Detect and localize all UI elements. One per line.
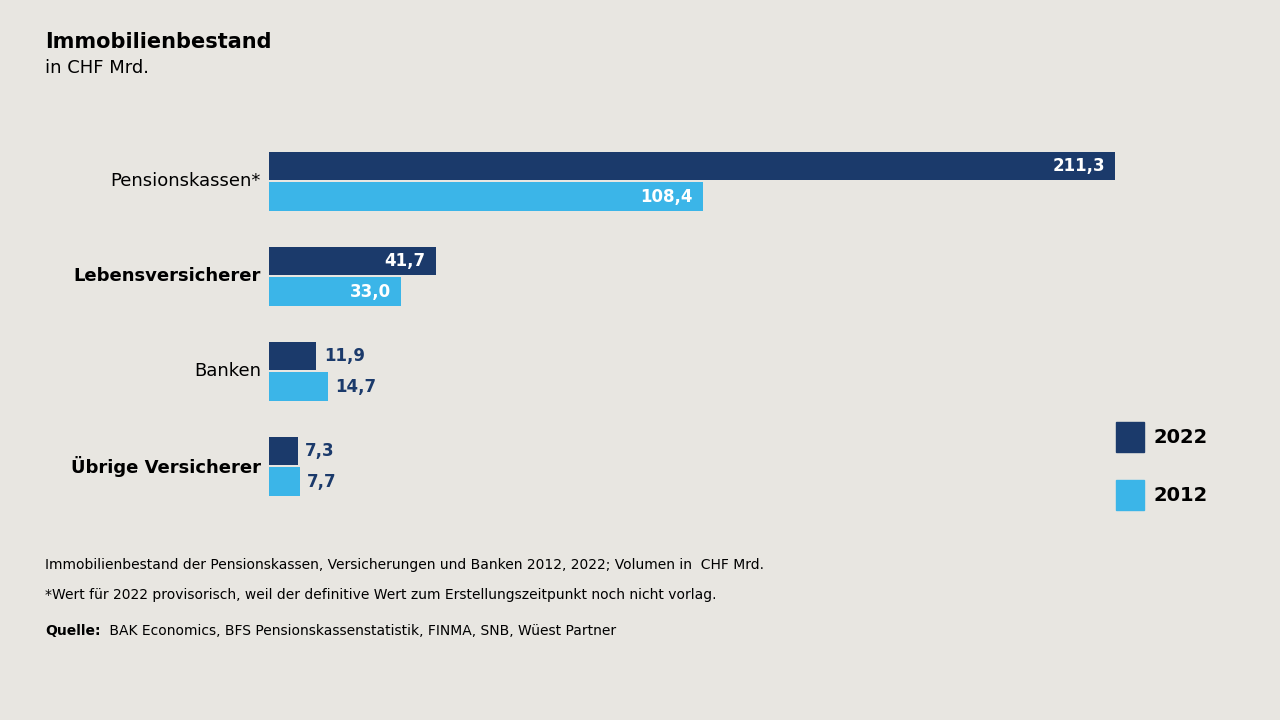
Text: 33,0: 33,0 (349, 282, 390, 300)
Bar (1116, 480, 1144, 510)
Text: 2012: 2012 (1153, 486, 1207, 505)
Text: 11,9: 11,9 (324, 347, 365, 365)
Bar (269, 467, 300, 496)
Text: Immobilienbestand der Pensionskassen, Versicherungen und Banken 2012, 2022; Volu: Immobilienbestand der Pensionskassen, Ve… (45, 558, 764, 572)
Text: 2022: 2022 (1153, 428, 1207, 446)
Text: 7,7: 7,7 (307, 472, 337, 490)
Text: 7,3: 7,3 (305, 442, 335, 460)
Bar (1116, 422, 1144, 452)
Text: 41,7: 41,7 (385, 252, 426, 270)
Text: *Wert für 2022 provisorisch, weil der definitive Wert zum Erstellungszeitpunkt n: *Wert für 2022 provisorisch, weil der de… (45, 588, 717, 602)
Text: Immobilienbestand: Immobilienbestand (45, 32, 271, 53)
Bar (269, 152, 1115, 181)
Text: Banken: Banken (193, 362, 261, 380)
Text: 14,7: 14,7 (335, 377, 376, 395)
Bar (269, 372, 328, 401)
Text: Quelle:: Quelle: (45, 624, 100, 638)
Text: BAK Economics, BFS Pensionskassenstatistik, FINMA, SNB, Wüest Partner: BAK Economics, BFS Pensionskassenstatist… (105, 624, 616, 638)
Bar (269, 247, 436, 276)
Bar (269, 277, 401, 306)
Text: 108,4: 108,4 (640, 188, 694, 206)
Text: in CHF Mrd.: in CHF Mrd. (45, 59, 148, 77)
Text: 211,3: 211,3 (1053, 157, 1106, 175)
Bar (269, 342, 316, 370)
Bar (269, 437, 298, 465)
Text: Lebensversicherer: Lebensversicherer (73, 267, 261, 285)
Text: Übrige Versicherer: Übrige Versicherer (70, 456, 261, 477)
Text: Pensionskassen*: Pensionskassen* (110, 172, 261, 190)
Bar (269, 182, 703, 211)
